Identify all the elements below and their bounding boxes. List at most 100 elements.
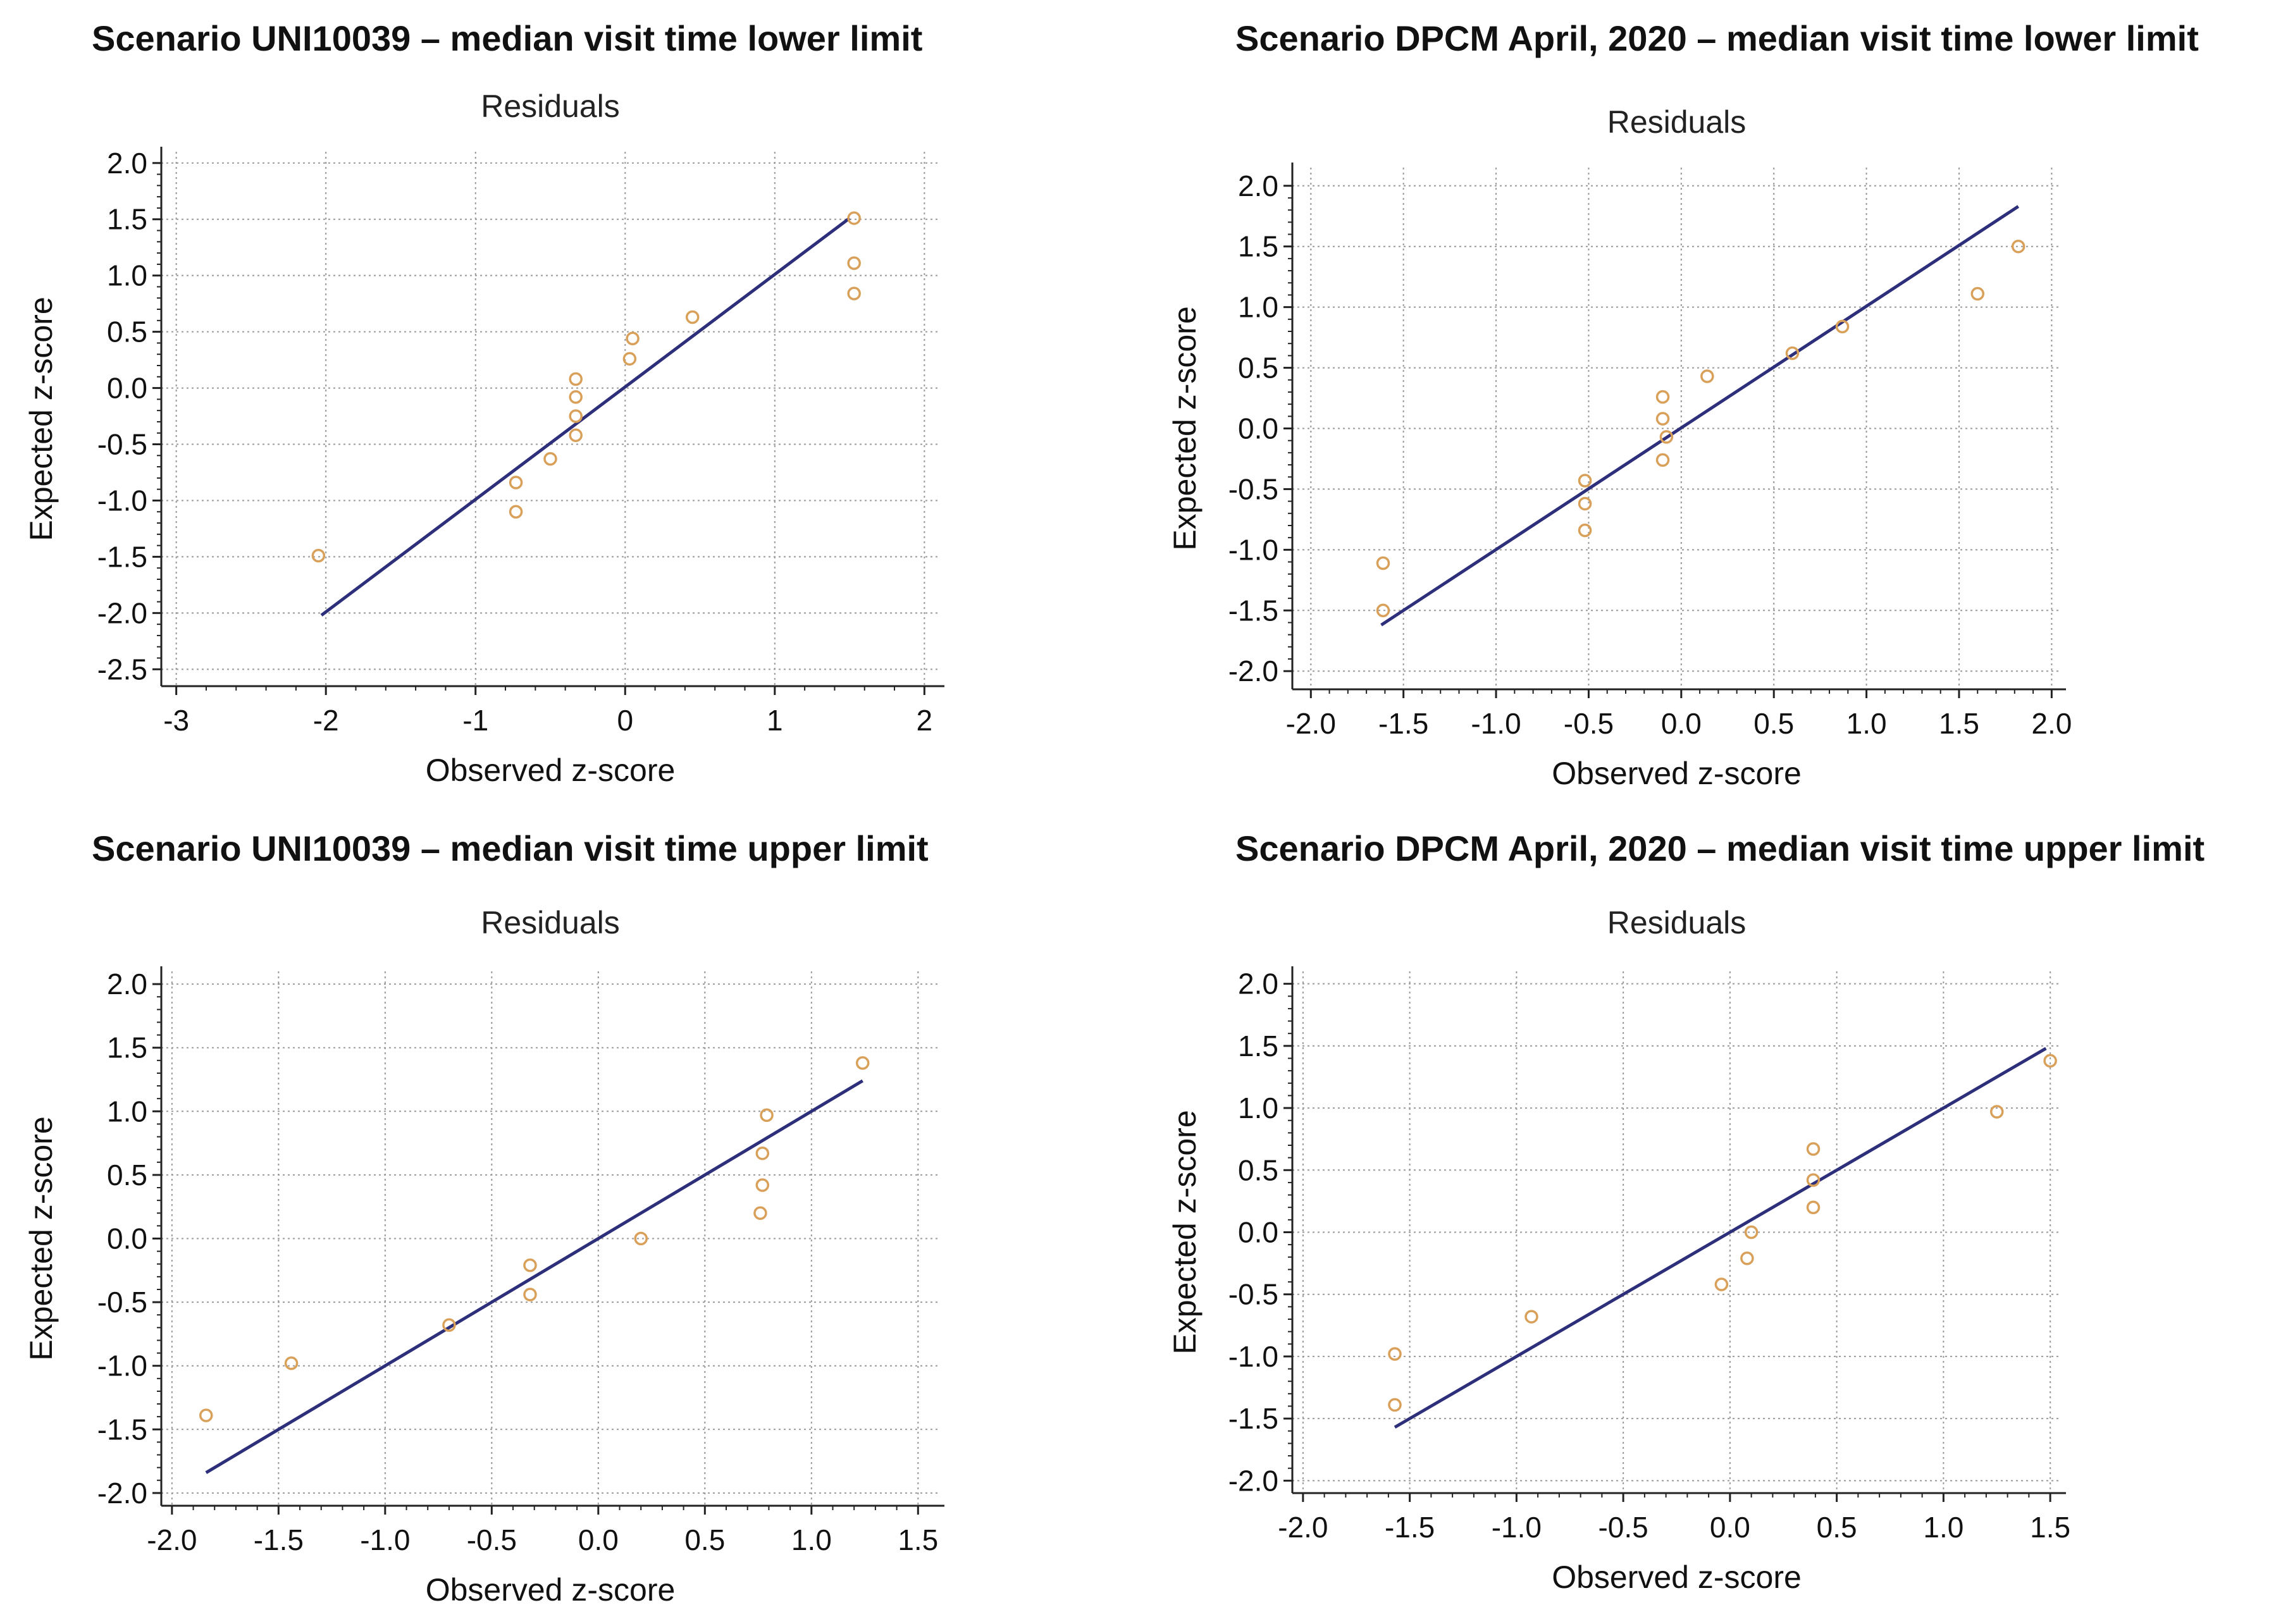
data-point (1376, 556, 1390, 570)
y-tick-label: 1.5 (107, 1031, 147, 1064)
data-point (1785, 346, 1800, 360)
x-tick-label: 1.5 (2030, 1511, 2070, 1544)
data-point (847, 286, 861, 300)
data-point (543, 452, 557, 466)
x-tick-label: 2.0 (2031, 707, 2072, 740)
data-point (523, 1258, 537, 1272)
chart-subtitle: Residuals (481, 905, 620, 940)
data-point (1376, 603, 1390, 618)
x-tick-label: 0.0 (1661, 707, 1702, 740)
data-point (1578, 523, 1592, 538)
data-point (1835, 319, 1850, 334)
x-tick-label: 1.0 (1846, 707, 1887, 740)
x-tick-label: -2.0 (147, 1523, 197, 1556)
data-point (1970, 286, 1985, 301)
x-tick-label: 0.5 (684, 1523, 725, 1556)
y-tick-label: -2.0 (97, 596, 147, 629)
y-tick-label: 2.0 (107, 147, 147, 180)
x-tick-label: -1.0 (1492, 1511, 1542, 1544)
y-tick-label: -1.0 (97, 1350, 147, 1382)
data-point (760, 1108, 774, 1123)
chart-svg-4: Scenario DPCM April, 2020 – median visit… (1167, 828, 2205, 1595)
y-axis-title: Expected z-score (1167, 1110, 1203, 1354)
chart-panel-4: Scenario DPCM April, 2020 – median visit… (1144, 810, 2288, 1621)
data-point (442, 1318, 456, 1332)
data-point (1990, 1105, 2004, 1119)
data-point (1740, 1252, 1754, 1265)
data-point (569, 428, 583, 443)
chart-title: Scenario UNI10039 – median visit time up… (92, 828, 929, 868)
y-tick-label: 1.5 (1238, 230, 1278, 263)
y-axis-title: Expected z-score (23, 1116, 59, 1360)
x-tick-label: -0.5 (1564, 707, 1614, 740)
data-point (855, 1056, 870, 1070)
data-point (509, 476, 523, 489)
y-axis-title: Expected z-score (1167, 306, 1203, 550)
y-tick-label: -0.5 (97, 428, 147, 461)
data-point (1806, 1142, 1821, 1156)
chart-title: Scenario DPCM April, 2020 – median visit… (1235, 18, 2199, 58)
y-tick-label: 0.0 (107, 1222, 147, 1255)
x-tick-label: -2.0 (1286, 707, 1336, 740)
y-tick-label: -1.0 (1228, 533, 1278, 566)
x-tick-label: 0.5 (1817, 1511, 1857, 1544)
x-tick-label: 0.5 (1753, 707, 1794, 740)
y-tick-label: 0.5 (107, 316, 147, 348)
y-tick-label: 0.5 (107, 1159, 147, 1191)
y-tick-label: -1.5 (97, 1413, 147, 1446)
fit-line (1380, 205, 2020, 627)
y-tick-label: 1.5 (1238, 1030, 1278, 1062)
data-point (2011, 239, 2025, 254)
data-point (523, 1288, 537, 1301)
y-tick-label: 2.0 (107, 968, 147, 1000)
x-tick-label: 0 (617, 704, 633, 737)
data-point (847, 256, 861, 270)
x-tick-label: 2 (917, 704, 933, 737)
data-point (626, 331, 640, 346)
x-axis-title: Observed z-score (1552, 756, 1802, 791)
y-tick-label: -2.0 (1228, 655, 1278, 687)
y-tick-label: 1.0 (107, 259, 147, 292)
x-tick-label: 1.0 (791, 1523, 832, 1556)
data-point (1578, 496, 1592, 511)
data-point (1744, 1225, 1759, 1240)
data-point (1524, 1310, 1538, 1324)
data-point (1578, 474, 1592, 488)
x-tick-label: -1 (462, 704, 488, 737)
x-tick-label: 0.0 (578, 1523, 619, 1556)
data-point (1655, 390, 1670, 404)
data-point (569, 372, 583, 386)
data-point (1388, 1347, 1402, 1361)
data-point (284, 1356, 299, 1370)
y-tick-label: -2.5 (97, 653, 147, 686)
y-tick-label: 0.5 (1238, 352, 1278, 384)
data-point (1806, 1173, 1821, 1187)
y-tick-label: -2.0 (1228, 1464, 1278, 1497)
y-tick-label: -1.0 (97, 484, 147, 517)
data-point (1659, 430, 1674, 444)
y-tick-label: 1.0 (107, 1095, 147, 1128)
y-tick-label: 0.0 (1238, 1216, 1278, 1249)
chart-subtitle: Residuals (481, 89, 620, 124)
y-tick-label: 1.0 (1238, 291, 1278, 324)
data-point (753, 1206, 767, 1221)
y-tick-label: 0.0 (1238, 412, 1278, 445)
data-point (509, 505, 523, 519)
x-tick-label: -0.5 (1598, 1511, 1648, 1544)
data-point (755, 1146, 770, 1160)
y-tick-label: -1.5 (1228, 594, 1278, 627)
data-point (199, 1408, 213, 1422)
chart-title: Scenario UNI10039 – median visit time lo… (92, 18, 922, 58)
y-tick-label: -2.0 (97, 1477, 147, 1510)
chart-svg-2: Scenario DPCM April, 2020 – median visit… (1167, 18, 2199, 791)
chart-svg-1: Scenario UNI10039 – median visit time lo… (23, 18, 944, 788)
data-point (1700, 369, 1714, 383)
chart-subtitle: Residuals (1607, 905, 1747, 940)
data-point (1655, 412, 1670, 426)
y-tick-label: 1.0 (1238, 1092, 1278, 1124)
x-tick-label: -1.5 (1378, 707, 1428, 740)
x-tick-label: -1.0 (1471, 707, 1521, 740)
data-point (1388, 1398, 1402, 1412)
data-point (569, 409, 583, 423)
data-point (311, 548, 326, 563)
